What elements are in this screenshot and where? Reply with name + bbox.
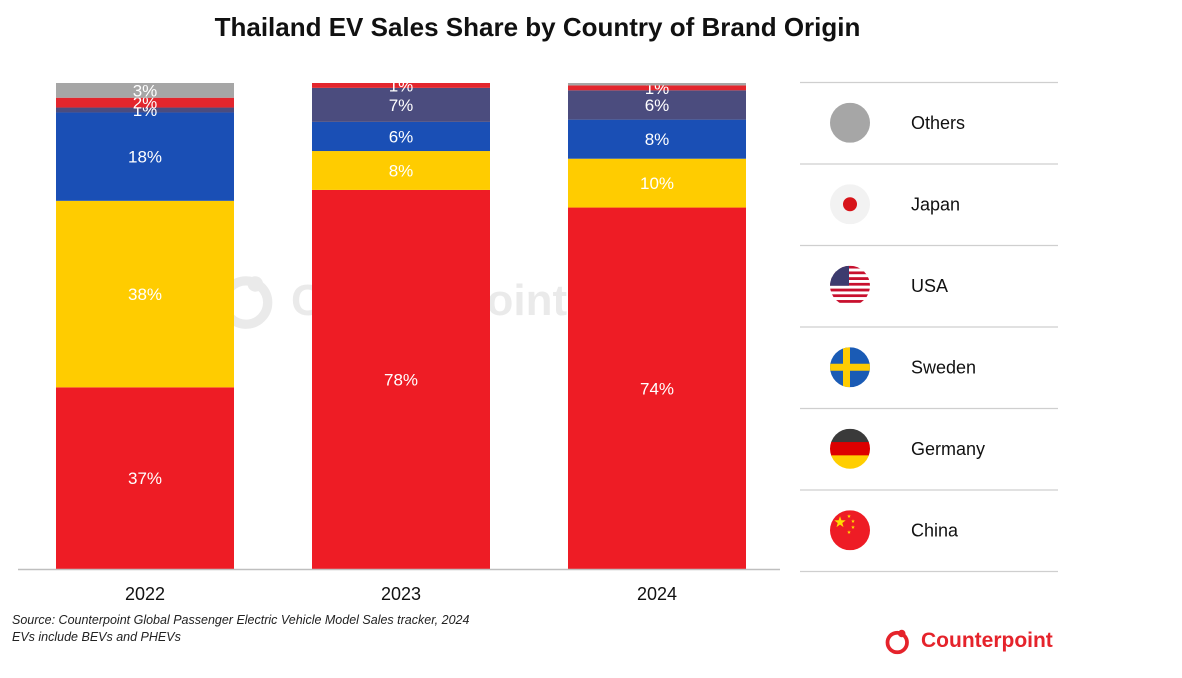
bar-segment-germany-2024 — [568, 158, 746, 208]
japan-flag-icon — [830, 184, 870, 225]
data-label: 74% — [640, 379, 674, 398]
legend-label-others: Others — [911, 113, 965, 133]
data-label: 78% — [384, 370, 418, 389]
gray-circle-icon — [830, 102, 870, 143]
usa-flag-icon — [830, 265, 870, 306]
brand-name: Counterpoint — [921, 629, 1053, 652]
bar-segment-others-2024 — [568, 83, 746, 86]
bar-segment-others-2022 — [56, 83, 234, 98]
legend-label-usa: USA — [911, 276, 948, 296]
x-tick-label: 2023 — [381, 584, 421, 604]
germany-flag-icon — [830, 428, 870, 469]
source-line-2: EVs include BEVs and PHEVs — [12, 630, 181, 644]
data-label: 18% — [128, 148, 162, 167]
bar-segment-japan-2022 — [56, 97, 234, 108]
bar-segment-germany-2023 — [312, 151, 490, 190]
data-label: 8% — [645, 130, 670, 149]
source-line-1: Source: Counterpoint Global Passenger El… — [12, 613, 470, 627]
sweden-flag-icon — [830, 347, 870, 388]
bar-segment-sweden-2022 — [56, 112, 234, 201]
bar-segment-china-2023 — [312, 189, 490, 570]
data-label: 6% — [389, 127, 414, 146]
chart-title: Thailand EV Sales Share by Country of Br… — [214, 12, 861, 42]
bar-segment-japan-2024 — [568, 85, 746, 91]
source-note: Source: Counterpoint Global Passenger El… — [12, 612, 469, 646]
x-tick-label: 2022 — [125, 584, 165, 604]
bar-segment-sweden-2023 — [312, 121, 490, 152]
data-label: 1% — [389, 76, 414, 95]
bar-segment-usa-2023 — [312, 87, 490, 122]
bar-segment-china-2024 — [568, 207, 746, 569]
bar-segment-germany-2022 — [56, 200, 234, 388]
data-label: 10% — [640, 174, 674, 193]
legend-label-china: China — [911, 520, 959, 540]
bar-segment-china-2022 — [56, 387, 234, 569]
legend-label-sweden: Sweden — [911, 357, 976, 377]
bar-segment-sweden-2024 — [568, 119, 746, 159]
bar-segment-usa-2024 — [568, 90, 746, 120]
legend-label-japan: Japan — [911, 194, 960, 214]
data-label: 2% — [133, 94, 158, 113]
data-label: 38% — [128, 285, 162, 304]
data-label: 7% — [389, 96, 414, 115]
chart-area: 37%38%18%1%2%3%202278%8%6%7%1%202374%10%… — [18, 76, 1058, 604]
china-flag-icon — [830, 510, 870, 551]
data-label: 3% — [133, 81, 158, 100]
data-label: 37% — [128, 469, 162, 488]
legend-label-germany: Germany — [911, 439, 985, 459]
x-tick-label: 2024 — [637, 584, 677, 604]
brand-logo[interactable]: Counterpoint — [883, 626, 1053, 656]
data-label: 1% — [645, 79, 670, 98]
data-label: 6% — [645, 96, 670, 115]
data-label: 8% — [389, 161, 414, 180]
bar-segment-usa-2022 — [56, 107, 234, 113]
counterpoint-logo-icon — [885, 629, 909, 655]
bar-segment-japan-2023 — [312, 83, 490, 88]
